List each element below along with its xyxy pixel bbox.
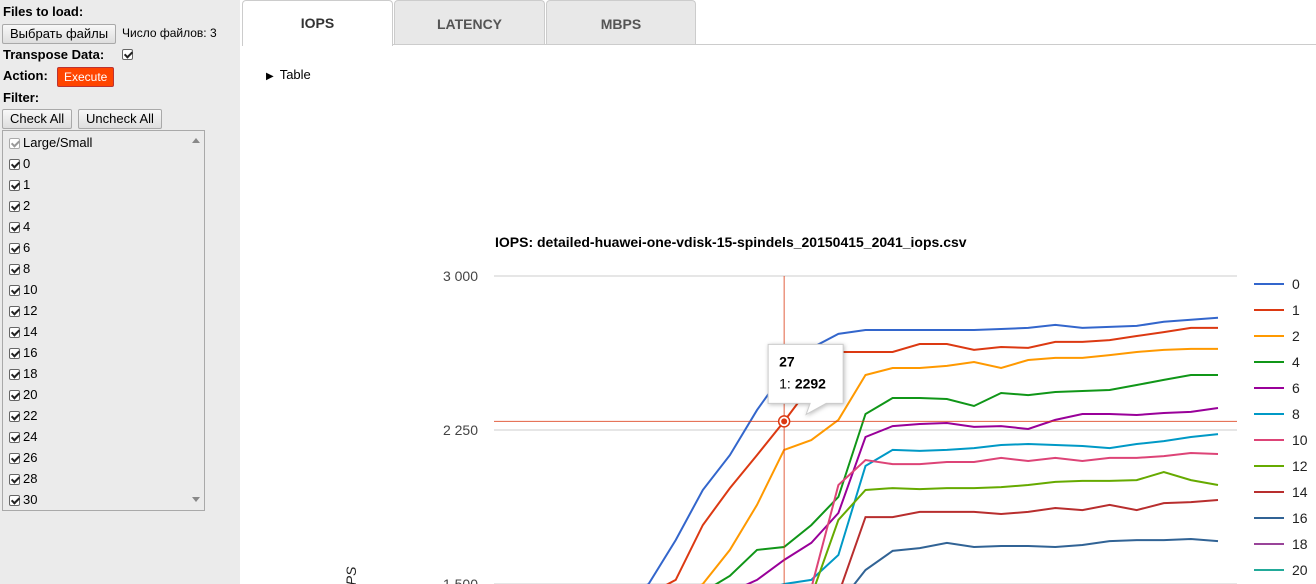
- scroll-arrows: [192, 138, 200, 502]
- y-tick-label: 2 250: [443, 422, 478, 438]
- series-line: [811, 451, 1219, 584]
- tab[interactable]: LATENCY: [394, 0, 545, 44]
- filter-checkbox[interactable]: [9, 474, 20, 485]
- filter-item: 26: [23, 450, 38, 465]
- legend-label: 20: [1292, 562, 1308, 578]
- series-line: [665, 326, 1218, 584]
- filter-item: 20: [23, 387, 38, 402]
- y-axis-label: IOPS: [343, 566, 359, 584]
- sidebar: Files to load: Выбрать файлы Число файло…: [0, 0, 240, 584]
- legend-label: 8: [1292, 406, 1300, 422]
- filter-checkbox[interactable]: [9, 180, 20, 191]
- series-line: [745, 407, 1219, 584]
- series-line: [840, 499, 1219, 584]
- execute-button[interactable]: Execute: [57, 67, 115, 87]
- action-label: Action:: [3, 68, 48, 83]
- transpose-label: Transpose Data:: [3, 47, 105, 62]
- filter-item: 18: [23, 366, 38, 381]
- filter-item: 10: [23, 282, 38, 297]
- tooltip-series: 1:: [779, 375, 791, 391]
- chart-title: IOPS: detailed-huawei-one-vdisk-15-spind…: [495, 234, 967, 250]
- legend-label: 0: [1292, 276, 1300, 292]
- tooltip-box: [767, 343, 844, 416]
- legend-label: 12: [1292, 458, 1308, 474]
- tab[interactable]: MBPS: [546, 0, 696, 44]
- series-line: [853, 537, 1219, 584]
- filter-item: 28: [23, 471, 38, 486]
- filter-item: 12: [23, 303, 38, 318]
- plot-area: [646, 316, 1219, 584]
- filter-checkbox[interactable]: [9, 453, 20, 464]
- legend-label: 10: [1292, 432, 1308, 448]
- tooltip-title: 27: [779, 353, 795, 369]
- filter-checkbox[interactable]: [9, 348, 20, 359]
- legend-label: 2: [1292, 328, 1300, 344]
- filter-checkbox[interactable]: [9, 285, 20, 296]
- filter-checkbox[interactable]: [9, 138, 20, 149]
- y-tick-label: 3 000: [443, 268, 478, 284]
- tab[interactable]: IOPS: [242, 0, 393, 46]
- filter-list: Large/Small 0 1 2 4 6 8 10 12 14 16 18 20 22 24 26 28 30: [2, 130, 205, 511]
- filter-item: 6: [23, 240, 31, 255]
- check-all-button[interactable]: Check All: [2, 109, 73, 129]
- table-toggle[interactable]: ▶ Table: [266, 67, 311, 82]
- file-count: Число файлов: 3: [122, 26, 217, 40]
- filter-label: Filter:: [3, 90, 40, 105]
- filter-item: Large/Small: [23, 135, 93, 150]
- filter-item: 24: [23, 429, 38, 444]
- filter-item: 8: [23, 261, 31, 276]
- tooltip-line: 1: 2292: [779, 375, 826, 391]
- tab-divider: [392, 44, 1316, 45]
- filter-item: 22: [23, 408, 38, 423]
- legend-label: 16: [1292, 510, 1308, 526]
- tooltip-value: 2292: [795, 375, 826, 391]
- files-label: Files to load:: [3, 4, 84, 19]
- filter-checkbox[interactable]: [9, 306, 20, 317]
- filter-item: 16: [23, 345, 38, 360]
- filter-checkbox[interactable]: [9, 222, 20, 233]
- filter-item: 30: [23, 492, 38, 507]
- filter-checkbox[interactable]: [9, 327, 20, 338]
- series-line: [814, 471, 1219, 584]
- focus-point-core: [781, 418, 788, 425]
- filter-checkbox[interactable]: [9, 432, 20, 443]
- filter-checkbox[interactable]: [9, 243, 20, 254]
- legend-label: 18: [1292, 536, 1308, 552]
- series-line: [700, 347, 1218, 584]
- table-toggle-label: Table: [279, 67, 311, 82]
- choose-file-button[interactable]: Выбрать файлы: [2, 24, 117, 44]
- filter-item: 1: [23, 177, 31, 192]
- uncheck-all-button[interactable]: Uncheck All: [78, 109, 162, 129]
- series-line: [714, 374, 1218, 584]
- legend-label: 1: [1292, 302, 1300, 318]
- filter-item: 2: [23, 198, 31, 213]
- series-line: [646, 316, 1219, 584]
- y-tick-label: 1 500: [443, 576, 478, 584]
- filter-item: 0: [23, 156, 31, 171]
- filter-item: 14: [23, 324, 38, 339]
- legend-label: 6: [1292, 380, 1300, 396]
- legend-label: 4: [1292, 354, 1300, 370]
- filter-checkbox[interactable]: [9, 495, 20, 506]
- transpose-checkbox[interactable]: [122, 49, 133, 60]
- filter-checkbox[interactable]: [9, 390, 20, 401]
- legend-label: 14: [1292, 484, 1308, 500]
- scrollbar[interactable]: [187, 131, 204, 510]
- filter-checkbox[interactable]: [9, 369, 20, 380]
- filter-checkbox[interactable]: [9, 159, 20, 170]
- filter-item: 4: [23, 219, 31, 234]
- filter-checkbox[interactable]: [9, 201, 20, 212]
- series-line: [780, 433, 1219, 584]
- filter-checkbox[interactable]: [9, 411, 20, 422]
- filter-checkbox[interactable]: [9, 264, 20, 275]
